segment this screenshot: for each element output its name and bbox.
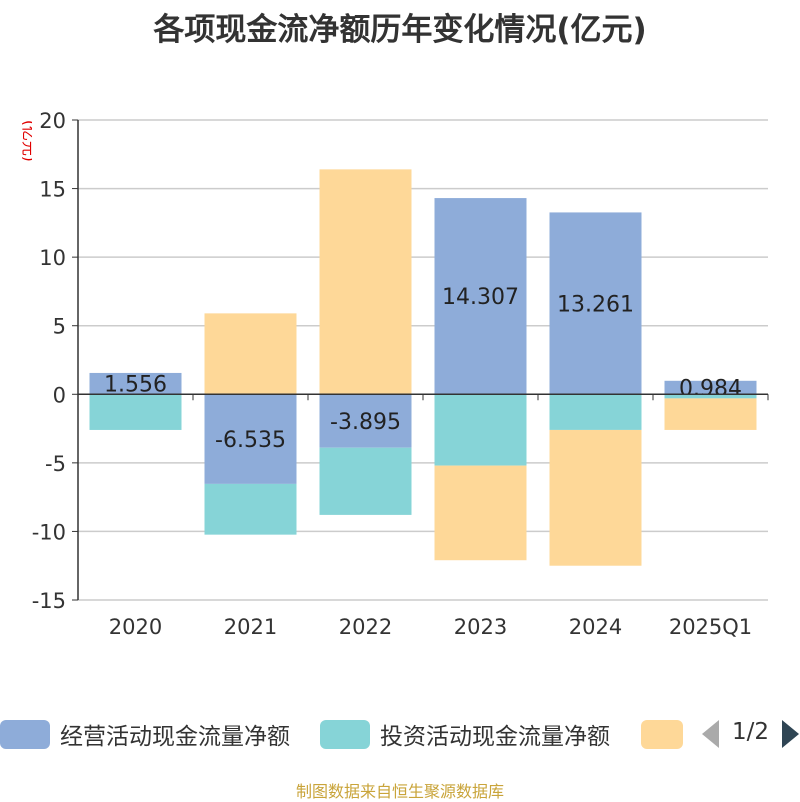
data-label: 14.307 [442,285,519,310]
data-label: 13.261 [557,292,634,317]
y-axis-unit-label: (亿元) [20,120,32,162]
data-label: -6.535 [215,428,286,453]
legend-swatch-financing [641,719,683,749]
bar-0-2024 [549,212,642,395]
x-tick-label: 2025Q1 [669,615,752,639]
data-label: 1.556 [104,373,167,398]
pager-prev-icon[interactable] [702,720,719,748]
bar-2-2023 [434,465,527,561]
data-label: -3.895 [330,410,401,435]
x-tick-label: 2022 [339,615,392,639]
chart-title: 各项现金流净额历年变化情况(亿元) [153,12,647,48]
y-tick-label: -5 [45,452,66,476]
bar-0-2025Q1 [664,380,757,395]
legend-label-operating: 经营活动现金流量净额 [60,724,290,750]
bar-1-2025Q1 [664,394,757,399]
bar-2-2024 [549,429,642,566]
x-tick-label: 2021 [224,615,277,639]
bar-2-2022 [319,169,412,395]
x-tick-label: 2023 [454,615,507,639]
x-tick-label: 2024 [569,615,622,639]
bar-1-2021 [204,483,297,535]
x-tick-label: 2020 [109,615,162,639]
y-tick-label: 10 [39,246,66,270]
legend-swatch-investing [320,719,370,749]
legend-swatch-operating [0,719,50,749]
y-tick-label: 20 [39,109,66,133]
bar-0-2020 [89,372,182,395]
bar-1-2023 [434,394,527,466]
y-tick-label: -15 [32,589,66,613]
bar-0-2021 [204,394,297,484]
bar-1-2022 [319,447,412,515]
bar-0-2022 [319,394,412,448]
y-axis-unit-text: (亿元) [20,120,32,162]
bar-1-2024 [549,394,642,430]
bar-2-2025Q1 [664,398,757,430]
y-tick-label: 5 [53,315,66,339]
bar-0-2023 [434,198,527,395]
legend-item-investing[interactable]: 投资活动现金流量净额 [320,714,610,754]
legend-item-financing[interactable] [641,714,683,754]
bar-2-2021 [204,313,297,395]
y-tick-label: 15 [39,178,66,202]
pager-next-icon[interactable] [782,720,799,748]
pager-page-text: 1/2 [732,719,770,745]
bar-1-2020 [89,394,182,430]
legend-label-investing: 投资活动现金流量净额 [380,724,610,750]
y-tick-label: 0 [53,383,66,407]
legend: 经营活动现金流量净额 投资活动现金流量净额 1/2 [0,714,800,754]
bar-chart: -15 -10 -5 0 5 10 15 20 1.556 -6.535 -3.895 14.307 1… [32,109,769,639]
source-note: 制图数据来自恒生聚源数据库 [295,782,504,801]
legend-item-operating[interactable]: 经营活动现金流量净额 [0,714,290,754]
legend-pager: 1/2 [700,714,800,754]
y-tick-label: -10 [32,520,66,544]
